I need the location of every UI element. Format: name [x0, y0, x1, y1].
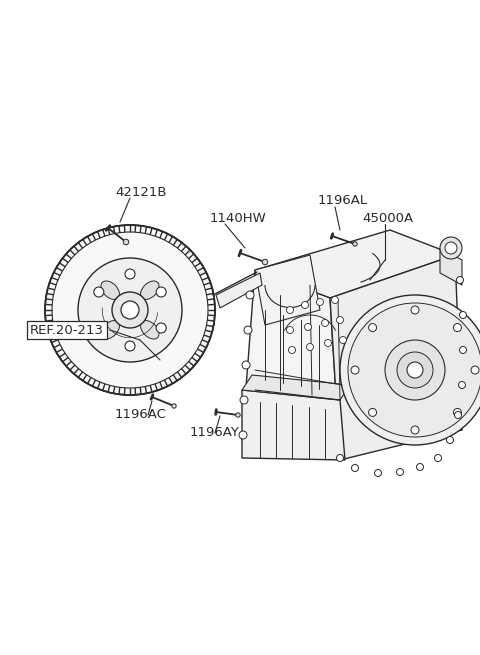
Circle shape: [411, 426, 419, 434]
Circle shape: [288, 346, 296, 354]
Polygon shape: [242, 375, 350, 400]
Ellipse shape: [141, 320, 159, 339]
Circle shape: [445, 242, 457, 254]
Text: 1196AY: 1196AY: [190, 426, 240, 440]
Circle shape: [94, 287, 104, 297]
Text: 1140HW: 1140HW: [210, 212, 267, 225]
Text: REF.20-213: REF.20-213: [30, 324, 104, 337]
Circle shape: [353, 242, 357, 246]
Circle shape: [236, 413, 240, 417]
Circle shape: [78, 258, 182, 362]
Circle shape: [407, 362, 423, 378]
Circle shape: [459, 312, 467, 318]
Circle shape: [396, 468, 404, 476]
Ellipse shape: [101, 320, 120, 339]
Circle shape: [316, 299, 324, 305]
Text: 45000A: 45000A: [362, 212, 413, 225]
Circle shape: [125, 269, 135, 279]
Text: 1196AC: 1196AC: [115, 409, 167, 422]
Polygon shape: [242, 390, 345, 460]
Circle shape: [417, 464, 423, 470]
Circle shape: [242, 361, 250, 369]
Circle shape: [340, 295, 480, 445]
Circle shape: [112, 292, 148, 328]
Ellipse shape: [141, 281, 159, 299]
Circle shape: [385, 340, 445, 400]
Circle shape: [123, 239, 129, 245]
Circle shape: [304, 324, 312, 331]
Circle shape: [240, 396, 248, 404]
Circle shape: [45, 225, 215, 395]
Circle shape: [156, 323, 166, 333]
Circle shape: [239, 431, 247, 439]
Circle shape: [287, 326, 293, 333]
Circle shape: [440, 237, 462, 259]
Polygon shape: [216, 273, 262, 308]
Circle shape: [336, 316, 344, 324]
Circle shape: [351, 464, 359, 472]
Circle shape: [455, 411, 461, 419]
Circle shape: [322, 320, 328, 326]
Circle shape: [458, 381, 466, 388]
Circle shape: [125, 341, 135, 351]
Polygon shape: [255, 255, 320, 325]
Circle shape: [172, 403, 176, 408]
Circle shape: [374, 470, 382, 476]
Circle shape: [287, 307, 293, 314]
Circle shape: [411, 306, 419, 314]
Circle shape: [348, 303, 480, 437]
Circle shape: [339, 337, 347, 343]
Circle shape: [471, 366, 479, 374]
Circle shape: [369, 324, 377, 331]
Circle shape: [301, 301, 309, 309]
Circle shape: [397, 352, 433, 388]
Circle shape: [324, 339, 332, 346]
Circle shape: [454, 409, 461, 417]
Circle shape: [454, 324, 461, 331]
Circle shape: [446, 436, 454, 443]
Polygon shape: [440, 248, 462, 285]
Circle shape: [244, 326, 252, 334]
Circle shape: [307, 343, 313, 350]
Circle shape: [456, 276, 464, 284]
Circle shape: [434, 455, 442, 462]
Circle shape: [332, 297, 338, 303]
Circle shape: [369, 409, 377, 417]
Circle shape: [351, 366, 359, 374]
Ellipse shape: [101, 281, 120, 299]
Circle shape: [156, 287, 166, 297]
Polygon shape: [242, 270, 340, 460]
Circle shape: [94, 323, 104, 333]
Circle shape: [121, 301, 139, 319]
Polygon shape: [330, 255, 462, 460]
Circle shape: [246, 291, 254, 299]
Circle shape: [336, 455, 344, 462]
Circle shape: [262, 259, 268, 265]
Text: 1196AL: 1196AL: [318, 193, 368, 206]
Text: 42121B: 42121B: [115, 185, 167, 198]
Circle shape: [459, 346, 467, 354]
Polygon shape: [255, 230, 455, 298]
